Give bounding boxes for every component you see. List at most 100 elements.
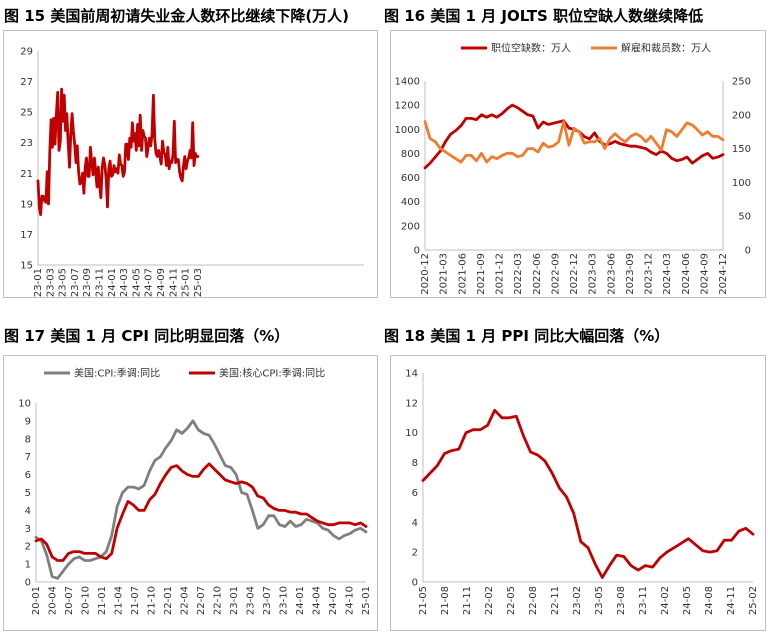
initial-claims-chart: 15 17 19 21 23 25 27 29 23-01 23-03 23-05 23-07 23-0… bbox=[20, 47, 364, 297]
y-tick-label: 200 bbox=[401, 221, 420, 232]
y-tick-label: 21 bbox=[20, 169, 33, 180]
x-tick-label: 2022-06 bbox=[532, 253, 543, 295]
y-tick-label: 600 bbox=[401, 173, 420, 184]
x-tick-label: 2023-06 bbox=[606, 253, 617, 295]
x-tick-label: 2022-12 bbox=[569, 253, 580, 295]
y-tick-label: 27 bbox=[20, 77, 33, 88]
x-tick-label: 24-10 bbox=[345, 586, 356, 615]
y2-tick-label: 150 bbox=[732, 144, 751, 155]
chart-panel-ppi: 0 2 4 6 8 10 12 14 21-05 21-08 21-11 22-02 22-05 22-0… bbox=[390, 355, 766, 631]
y-tick-label: 15 bbox=[20, 261, 33, 272]
x-tick-label: 20-01 bbox=[31, 586, 42, 615]
x-tick-label: 23-05 bbox=[594, 586, 605, 615]
y-tick-label: 10 bbox=[405, 428, 418, 439]
x-tick-label: 2023-09 bbox=[625, 253, 636, 295]
x-tick-label: 22-02 bbox=[484, 586, 495, 615]
x-tick-label: 23-04 bbox=[246, 586, 257, 615]
x-tick-label: 21-05 bbox=[418, 586, 429, 615]
y-tick-label: 1 bbox=[25, 560, 31, 571]
x-tick-label: 2021-06 bbox=[457, 253, 468, 295]
x-tick-label: 23-09 bbox=[82, 268, 93, 297]
legend-label: 美国:CPI:季调:同比 bbox=[74, 367, 160, 380]
y-tick-label: 25 bbox=[20, 108, 33, 119]
x-tick-label: 24-11 bbox=[168, 268, 179, 297]
x-tick-label: 23-05 bbox=[58, 268, 69, 297]
y-tick-label: 0 bbox=[25, 578, 31, 589]
x-tick-label: 22-11 bbox=[550, 586, 561, 615]
x-tick-label: 2024-12 bbox=[718, 253, 729, 295]
series-line-2 bbox=[423, 120, 725, 164]
y-tick-label: 1200 bbox=[395, 101, 420, 112]
x-tick-label: 24-04 bbox=[312, 586, 323, 615]
x-tick-label: 23-08 bbox=[616, 586, 627, 615]
y2-tick-label: 100 bbox=[732, 178, 751, 189]
x-tick-label: 23-10 bbox=[279, 586, 290, 615]
series-line-1 bbox=[34, 419, 368, 580]
y-tick-label: 400 bbox=[401, 197, 420, 208]
y-tick-label: 29 bbox=[20, 47, 33, 58]
y-tick-label: 0 bbox=[412, 578, 418, 589]
x-tick-label: 23-01 bbox=[33, 268, 44, 297]
x-tick-label: 2020-12 bbox=[420, 253, 431, 295]
y-tick-label: 800 bbox=[401, 149, 420, 160]
x-tick-label: 23-01 bbox=[229, 586, 240, 615]
x-tick-label: 24-03 bbox=[119, 268, 130, 297]
chart-panel-initial-claims: 15 17 19 21 23 25 27 29 23-01 23-03 23-05 23-07 23-0… bbox=[3, 30, 378, 298]
x-tick-label: 24-09 bbox=[156, 268, 167, 297]
y-tick-label: 9 bbox=[25, 416, 31, 427]
y-tick-label: 23 bbox=[20, 138, 33, 149]
y2-tick-label: 250 bbox=[732, 77, 751, 88]
y-tick-label: 0 bbox=[414, 246, 420, 257]
x-tick-label: 2021-09 bbox=[476, 253, 487, 295]
x-tick-label: 22-01 bbox=[163, 586, 174, 615]
y-tick-label: 19 bbox=[20, 199, 33, 210]
x-tick-label: 23-07 bbox=[70, 268, 81, 297]
x-tick-label: 22-08 bbox=[528, 586, 539, 615]
jolts-chart: 0 200 400 600 800 1000 1200 1400 0 50 100 150 200 250… bbox=[395, 42, 751, 295]
x-tick-label: 2021-03 bbox=[439, 253, 450, 295]
chart-panel-jolts: 0 200 400 600 800 1000 1200 1400 0 50 100 150 200 250… bbox=[390, 30, 766, 298]
y-tick-label: 6 bbox=[25, 470, 31, 481]
x-tick-label: 24-07 bbox=[328, 586, 339, 615]
y-tick-label: 8 bbox=[412, 458, 418, 469]
x-tick-label: 21-01 bbox=[97, 586, 108, 615]
x-tick-label: 24-07 bbox=[144, 268, 155, 297]
x-tick-label: 23-03 bbox=[45, 268, 56, 297]
x-tick-label: 22-05 bbox=[506, 586, 517, 615]
figure-18-title: 图 18 美国 1 月 PPI 同比大幅回落（%） bbox=[384, 327, 670, 345]
x-tick-label: 2024-06 bbox=[681, 253, 692, 295]
x-tick-label: 2022-03 bbox=[513, 253, 524, 295]
y-tick-label: 4 bbox=[25, 506, 31, 517]
x-tick-label: 25-01 bbox=[181, 268, 192, 297]
x-tick-label: 24-02 bbox=[660, 586, 671, 615]
x-tick-label: 20-10 bbox=[81, 586, 92, 615]
x-tick-label: 24-11 bbox=[726, 586, 737, 615]
y-tick-label: 6 bbox=[412, 488, 418, 499]
x-tick-label: 23-11 bbox=[95, 268, 106, 297]
x-tick-label: 25-02 bbox=[748, 586, 759, 615]
y2-tick-label: 0 bbox=[745, 246, 751, 257]
y-tick-label: 5 bbox=[25, 488, 31, 499]
y-tick-label: 14 bbox=[405, 369, 418, 380]
x-tick-label: 23-11 bbox=[638, 586, 649, 615]
x-tick-label: 2024-03 bbox=[662, 253, 673, 295]
x-tick-label: 23-07 bbox=[262, 586, 273, 615]
y-tick-label: 7 bbox=[25, 452, 31, 463]
x-tick-label: 21-07 bbox=[130, 586, 141, 615]
series-line-1 bbox=[421, 408, 755, 579]
x-tick-label: 22-04 bbox=[180, 586, 191, 615]
x-tick-label: 21-08 bbox=[440, 586, 451, 615]
x-tick-label: 20-07 bbox=[64, 586, 75, 615]
x-tick-label: 22-10 bbox=[213, 586, 224, 615]
legend-label: 职位空缺数：万人 bbox=[491, 42, 571, 55]
y2-tick-label: 50 bbox=[738, 212, 751, 223]
x-tick-label: 2023-03 bbox=[588, 253, 599, 295]
figure-16-title: 图 16 美国 1 月 JOLTS 职位空缺人数继续降低 bbox=[384, 7, 704, 25]
x-tick-label: 25-01 bbox=[361, 586, 372, 615]
x-tick-label: 2022-09 bbox=[550, 253, 561, 295]
y-tick-label: 3 bbox=[25, 524, 31, 535]
figure-15-title: 图 15 美国前周初请失业金人数环比继续下降(万人) bbox=[4, 7, 350, 25]
y-tick-label: 4 bbox=[412, 518, 418, 529]
chart-panel-cpi: 0 1 2 3 4 5 6 7 8 9 10 20-01 20-04 20-07 20-10 21-01 21-… bbox=[3, 355, 378, 631]
legend-label: 美国:核心CPI:季调:同比 bbox=[219, 367, 325, 380]
